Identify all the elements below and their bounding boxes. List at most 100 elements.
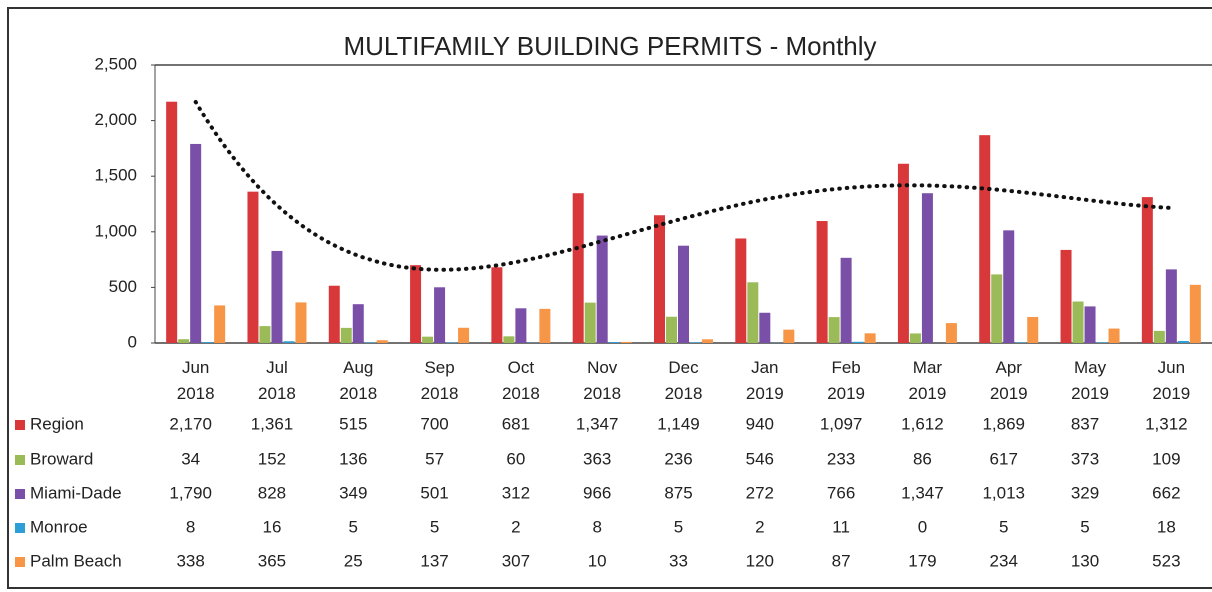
table-cell: 8 (592, 517, 601, 536)
table-cell: 373 (1071, 449, 1099, 468)
table-cell: 1,790 (169, 483, 212, 502)
table-cell: 349 (339, 483, 367, 502)
y-tick-label: 0 (128, 332, 137, 351)
trendline (193, 100, 1174, 272)
legend-label: Palm Beach (30, 551, 122, 570)
bar (945, 323, 957, 343)
bar (1060, 249, 1072, 343)
bar (1108, 328, 1120, 343)
table-cell: 60 (506, 449, 525, 468)
bar (247, 191, 259, 343)
table-cell: 940 (746, 414, 774, 433)
table-cell: 5 (1080, 517, 1089, 536)
table-cell: 363 (583, 449, 611, 468)
bar (166, 101, 178, 343)
bar (202, 342, 214, 343)
bar (352, 304, 364, 343)
table-cell: 137 (420, 551, 448, 570)
bar (909, 333, 921, 343)
table-cell: 57 (425, 449, 444, 468)
table-cell: 1,347 (901, 483, 944, 502)
bar (596, 235, 608, 343)
legend-label: Broward (30, 449, 93, 468)
bar (1096, 342, 1108, 343)
legend-swatch (15, 557, 25, 567)
bar (295, 302, 307, 343)
x-tick-label: Jan 2019 (746, 358, 784, 403)
table-cell: 16 (263, 517, 282, 536)
bar (783, 329, 795, 343)
bar (864, 333, 876, 343)
table-cell: 136 (339, 449, 367, 468)
legend-label: Miami-Dade (30, 483, 122, 502)
table-cell: 681 (502, 414, 530, 433)
table-cell: 2 (511, 517, 520, 536)
bar (991, 274, 1003, 343)
legend-swatch (15, 489, 25, 499)
bar (1015, 342, 1027, 343)
table-cell: 5 (999, 517, 1008, 536)
table-cell: 5 (349, 517, 358, 536)
table-cell: 1,312 (1145, 414, 1188, 433)
legend-swatch (15, 523, 25, 533)
table-cell: 10 (588, 551, 607, 570)
table-cell: 130 (1071, 551, 1099, 570)
y-tick-label: 2,000 (94, 110, 137, 129)
table-cell: 837 (1071, 414, 1099, 433)
table-cell: 966 (583, 483, 611, 502)
table-cell: 1,013 (982, 483, 1025, 502)
bar (1027, 316, 1039, 343)
table-cell: 307 (502, 551, 530, 570)
bar (422, 336, 434, 343)
table-cell: 34 (181, 449, 200, 468)
table-cell: 179 (908, 551, 936, 570)
x-tick-label: Jun 2019 (1152, 358, 1190, 403)
table-cell: 33 (669, 551, 688, 570)
table-cell: 2 (755, 517, 764, 536)
bar (515, 308, 527, 343)
bar (446, 342, 458, 343)
x-tick-label: Jul 2018 (258, 358, 296, 403)
x-tick-label: Sep 2018 (421, 358, 459, 403)
table-cell: 2,170 (169, 414, 212, 433)
table-cell: 233 (827, 449, 855, 468)
bar (259, 326, 271, 343)
table-cell: 5 (430, 517, 439, 536)
bar (608, 342, 620, 343)
bar (1153, 330, 1165, 343)
border (7, 7, 1212, 589)
x-tick-label: Feb 2019 (827, 358, 865, 403)
table-cell: 1,869 (982, 414, 1025, 433)
bar (620, 341, 632, 343)
y-tick-label: 1,500 (94, 166, 137, 185)
table-cell: 11 (832, 517, 850, 536)
bar (678, 245, 689, 343)
bar (759, 312, 771, 343)
table-cell: 109 (1152, 449, 1180, 468)
y-tick-label: 500 (109, 277, 137, 296)
x-tick-label: Apr 2019 (990, 358, 1028, 403)
bar (283, 341, 295, 343)
table-cell: 501 (420, 483, 448, 502)
legend-label: Monroe (30, 517, 88, 536)
chart-title: MULTIFAMILY BUILDING PERMITS - Monthly (343, 31, 876, 61)
bar (364, 342, 376, 343)
bar (921, 193, 933, 343)
table-cell: 828 (258, 483, 286, 502)
bar (828, 317, 840, 343)
bar (271, 250, 283, 343)
x-tick-label: Oct 2018 (502, 358, 540, 403)
bar (178, 339, 190, 343)
table-cell: 120 (746, 551, 774, 570)
bar (897, 163, 909, 343)
bar (666, 316, 677, 343)
table-cell: 329 (1071, 483, 1099, 502)
x-tick-label: Aug 2018 (339, 358, 377, 403)
bar (539, 308, 551, 343)
bar (702, 339, 713, 343)
table-cell: 8 (186, 517, 195, 536)
bar (328, 285, 340, 343)
x-tick-label: Jun 2018 (177, 358, 215, 403)
table-cell: 1,097 (820, 414, 863, 433)
bar (690, 342, 701, 343)
